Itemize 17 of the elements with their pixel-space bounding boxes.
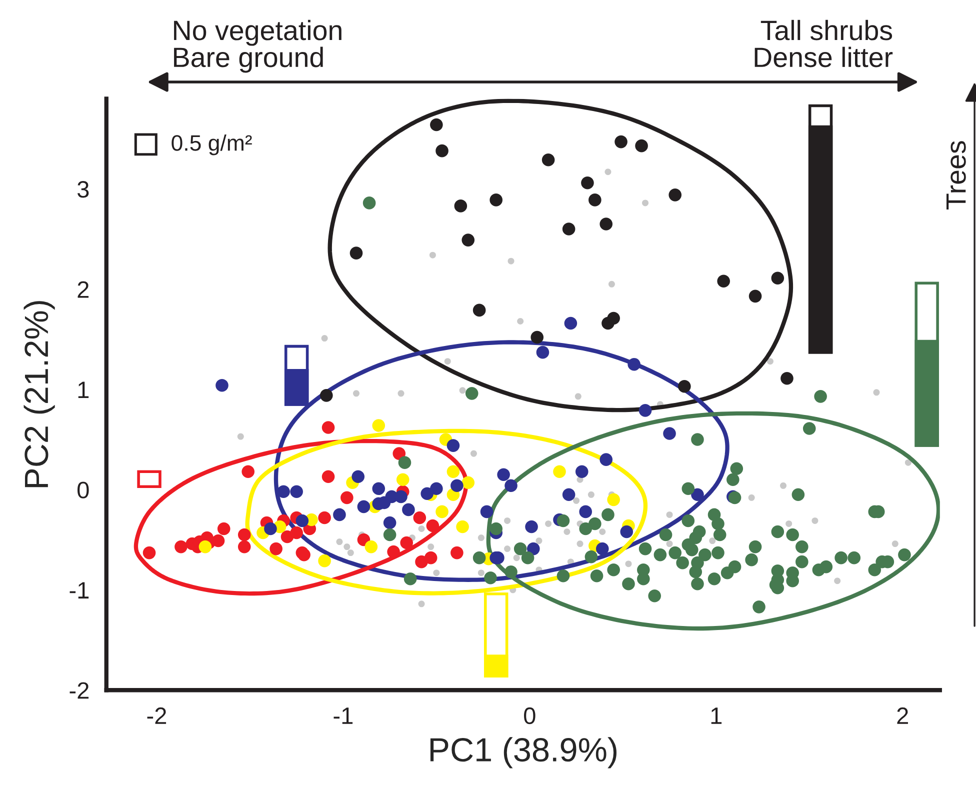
y-tick-label: 0: [78, 482, 89, 498]
y-tick-label: 1: [78, 382, 89, 398]
x-tick-label: -2: [147, 707, 166, 724]
y-tick-label: -2: [70, 682, 89, 699]
x-tick-label: 0: [524, 707, 536, 724]
y-tick-label: -1: [70, 582, 89, 598]
x-tick-label: 1: [711, 708, 722, 724]
x-tick-label: -1: [334, 708, 353, 724]
y-tick-label: 3: [77, 180, 89, 198]
text: Trees: [946, 141, 966, 210]
text: No vegetation Bare ground: [174, 20, 342, 73]
x-tick-label: 2: [897, 707, 908, 724]
y-axis-title: PC2 (21.2%): [24, 301, 55, 488]
text: Tall shrubs Dense litter: [754, 20, 893, 68]
annotation: 0.5 g/m²: [172, 134, 252, 156]
y-tick-label: 2: [78, 281, 89, 298]
x-axis-title: PC1 (38.9%): [430, 737, 616, 768]
